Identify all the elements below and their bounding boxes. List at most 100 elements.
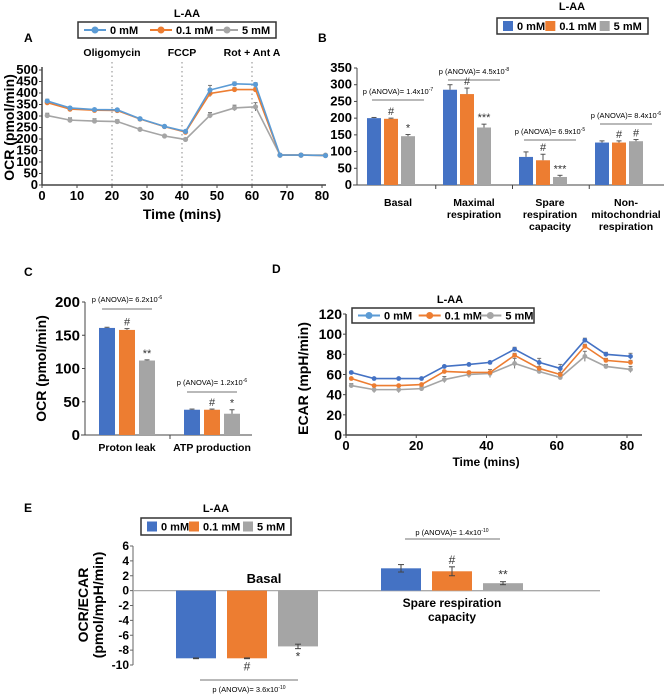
y-tick-label: 6	[122, 539, 129, 553]
legend-label: 0.1 mM	[559, 21, 596, 33]
significance-marker: #	[633, 128, 640, 140]
legend-title: L-AA	[174, 8, 200, 20]
legend-swatch	[147, 521, 157, 532]
x-tick-label: 60	[550, 438, 564, 453]
significance-marker: **	[498, 568, 508, 582]
panel-b-chart: L-AA0 mM 0.1 mM 5 mM050100150200250300350#…	[330, 1, 664, 233]
data-point	[371, 387, 377, 393]
category-label: capacity	[428, 610, 476, 624]
bar	[176, 590, 216, 659]
bar	[227, 590, 267, 659]
data-point	[161, 123, 168, 129]
series-0mM	[44, 81, 329, 159]
p-value-base: p (ANOVA)= 8.4x10	[591, 111, 657, 120]
data-point	[441, 377, 447, 382]
category-label: Basal	[247, 571, 282, 586]
data-point	[137, 116, 143, 122]
significance-marker: #	[449, 553, 456, 567]
data-point	[91, 118, 98, 124]
bar-group: # ** p (ANOVA)= 6.2x10-6 Proton leak	[92, 295, 163, 454]
p-value-base: p (ANOVA)= 1.2x10	[177, 378, 243, 387]
panel-letter-a: A	[24, 31, 33, 45]
bar	[367, 118, 381, 185]
y-tick-label: 100	[330, 144, 352, 159]
legend-swatch	[545, 21, 556, 31]
p-value-exponent: -10	[278, 685, 285, 691]
data-point	[231, 105, 238, 111]
p-value-exponent: -10	[481, 528, 488, 534]
data-point	[231, 86, 238, 93]
legend-title: L-AA	[559, 1, 585, 13]
data-point	[114, 107, 120, 113]
data-point	[557, 372, 563, 377]
y-axis-title: (pmol/mpH/min)	[90, 552, 106, 659]
data-point	[137, 126, 143, 132]
y-tick-label: 150	[16, 143, 38, 158]
panel-letter-e: E	[24, 501, 32, 515]
y-tick-label: 40	[326, 387, 342, 403]
p-value-label: p (ANOVA)= 1.2x10-6	[177, 378, 248, 387]
bar	[443, 89, 457, 185]
bar	[612, 142, 626, 185]
y-tick-label: -2	[118, 599, 129, 613]
data-point	[557, 366, 563, 371]
x-tick-label: 60	[245, 188, 259, 203]
significance-marker: #	[244, 660, 251, 674]
data-point	[348, 376, 354, 381]
bar	[278, 590, 318, 647]
y-tick-label: 250	[16, 120, 38, 135]
p-value-base: p (ANOVA)= 1.4x10	[363, 87, 429, 96]
category-label: Spare respiration	[403, 596, 502, 610]
data-point	[582, 343, 588, 349]
data-point	[44, 112, 50, 119]
p-value-base: p (ANOVA)= 6.2x10	[92, 295, 158, 304]
x-axis-title: Time (mins)	[143, 206, 221, 222]
data-point	[603, 357, 609, 363]
data-point	[512, 352, 517, 358]
data-point	[487, 370, 493, 375]
bar	[483, 583, 523, 591]
legend-title: L-AA	[437, 294, 463, 306]
data-point	[628, 353, 633, 359]
x-tick-label: 80	[315, 188, 329, 203]
data-point	[396, 387, 402, 393]
x-tick-label: 50	[210, 188, 224, 203]
data-point	[603, 351, 609, 357]
significance-marker: ***	[478, 112, 492, 124]
y-tick-label: 0	[345, 177, 352, 192]
data-point	[161, 133, 168, 139]
legend-item: 0 mM	[358, 311, 412, 323]
data-point	[252, 104, 259, 110]
y-tick-label: 350	[16, 97, 38, 112]
legend-label: 5 mM	[505, 311, 533, 323]
series-0mM	[348, 337, 633, 381]
data-point	[628, 360, 633, 365]
data-point	[298, 152, 304, 158]
legend-swatch	[243, 521, 253, 532]
data-point	[207, 87, 213, 93]
p-value-exponent: -6	[243, 378, 248, 384]
bar	[595, 142, 609, 185]
y-axis-title: OCR/ECAR	[75, 568, 91, 643]
p-value-label: p (ANOVA)= 1.4x10-10	[415, 528, 488, 537]
bar	[536, 160, 550, 185]
legend-item: 0.1 mM	[545, 21, 597, 33]
y-tick-label: 50	[338, 160, 352, 175]
series-0_1mM	[348, 343, 633, 388]
data-point	[371, 376, 377, 381]
bar	[460, 94, 474, 185]
significance-marker: *	[406, 123, 411, 135]
data-point	[396, 383, 402, 388]
data-point	[182, 136, 189, 143]
data-point	[582, 353, 588, 359]
legend-marker	[223, 26, 231, 34]
data-point	[512, 361, 517, 366]
legend-item: 0 mM	[147, 521, 189, 534]
series-line	[351, 345, 631, 387]
significance-marker: ***	[554, 163, 568, 175]
legend-item: 0 mM	[84, 25, 138, 37]
p-value-base: p (ANOVA)= 4.5x10	[439, 67, 505, 76]
p-value-label: p (ANOVA)= 6.2x10-6	[92, 295, 163, 304]
category-label: respiration	[599, 221, 653, 233]
bar	[99, 327, 115, 435]
